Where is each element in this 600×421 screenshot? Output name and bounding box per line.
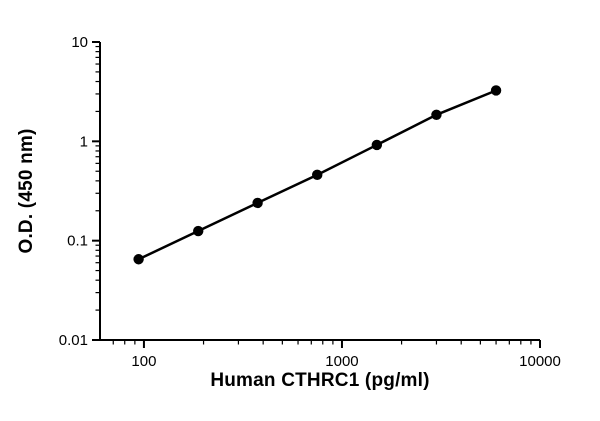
svg-text:0.1: 0.1	[67, 233, 88, 250]
svg-text:10: 10	[71, 34, 88, 51]
svg-text:0.01: 0.01	[59, 332, 88, 349]
svg-text:1000: 1000	[325, 353, 358, 370]
y-axis-label: O.D. (450 nm)	[16, 128, 37, 254]
svg-text:1: 1	[80, 133, 88, 150]
svg-text:10000: 10000	[519, 353, 561, 370]
x-axis-label: Human CTHRC1 (pg/ml)	[210, 370, 430, 391]
svg-text:100: 100	[131, 353, 156, 370]
